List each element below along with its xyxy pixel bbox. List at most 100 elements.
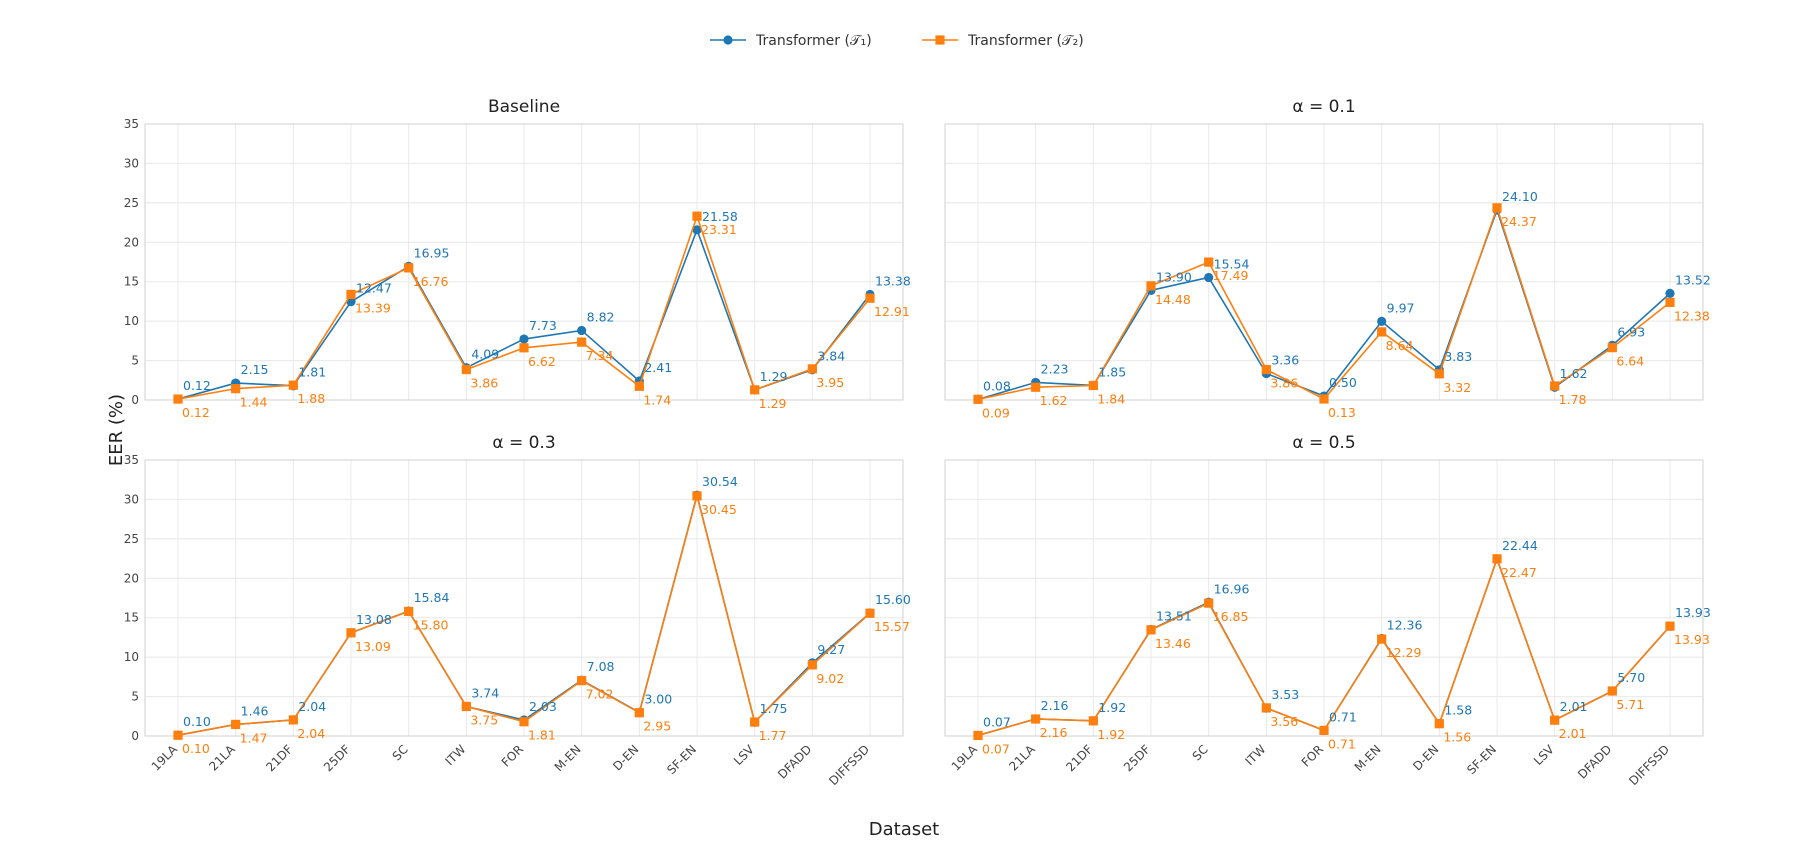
x-axis-label: Dataset (869, 819, 940, 840)
panel-frame (144, 123, 904, 401)
chart-panels: 0 5 10 15 20 25 30 35 Baseline 0.12 2.15 1.81 12.47 1… (124, 97, 1711, 788)
data-label-2-dfadd: 9.02 (816, 671, 844, 686)
data-label-1-19la: 0.07 (983, 714, 1011, 729)
data-label-1-25df: 12.47 (356, 281, 392, 296)
x-tick-label-m-en: M-EN (552, 742, 584, 774)
x-tick-label-25df: 25DF (1121, 742, 1153, 774)
data-label-2-21df: 2.04 (297, 726, 325, 741)
data-label-1-sf-en: 24.10 (1502, 189, 1538, 204)
point-2-sc (1204, 257, 1214, 267)
y-tick-label: 5 (131, 690, 139, 704)
data-label-1-sf-en: 22.44 (1502, 538, 1538, 553)
point-2-lsv (1550, 715, 1560, 725)
point-2-dfadd (807, 364, 817, 374)
data-label-2-lsv: 1.29 (759, 396, 787, 411)
data-label-1-dfadd: 9.27 (817, 642, 845, 657)
x-tick-label-19la: 19LA (949, 742, 981, 774)
y-axis-label: EER (%) (106, 394, 127, 466)
data-label-2-d-en: 1.56 (1443, 730, 1471, 745)
data-label-2-21df: 1.88 (297, 391, 325, 406)
data-label-1-25df: 13.90 (1156, 269, 1192, 284)
point-2-lsv (1550, 381, 1560, 391)
data-label-1-for: 2.03 (529, 699, 557, 714)
point-2-25df (346, 289, 356, 300)
point-1-sc (1204, 272, 1214, 283)
point-2-m-en (1377, 327, 1387, 337)
data-label-2-lsv: 1.78 (1559, 392, 1587, 407)
point-2-sc (404, 606, 414, 617)
point-2-21la (231, 719, 241, 730)
x-tick-label-21la: 21LA (206, 742, 238, 774)
data-label-2-21la: 1.62 (1040, 393, 1068, 408)
data-label-2-m-en: 7.02 (586, 687, 614, 702)
point-2-itw (1261, 364, 1271, 375)
legend-item-1: Transformer (𝒯₁) (710, 33, 872, 49)
point-2-19la (973, 730, 983, 741)
x-tick-label-diffssd: DIFFSSD (826, 742, 872, 788)
panel-2: α = 0.1 0.08 2.23 1.85 13.90 15.54 3.36 0.50 9.9… (944, 97, 1711, 420)
x-tick-label-d-en: D-EN (610, 742, 641, 773)
data-label-2-21la: 2.16 (1040, 725, 1068, 740)
data-label-2-for: 6.62 (528, 354, 556, 369)
data-label-1-for: 0.50 (1329, 375, 1357, 390)
data-label-2-dfadd: 3.95 (816, 375, 844, 390)
x-tick-label-sf-en: SF-EN (1464, 742, 1499, 777)
data-label-1-lsv: 2.01 (1560, 699, 1588, 714)
data-label-2-for: 0.71 (1328, 736, 1356, 751)
point-2-dfadd (1607, 343, 1617, 353)
y-tick-label: 20 (124, 235, 139, 249)
point-2-dfadd (1607, 686, 1617, 696)
data-label-2-21la: 1.44 (240, 395, 268, 410)
point-1-sf-en (692, 225, 702, 235)
point-2-25df (346, 628, 356, 638)
data-label-1-lsv: 1.75 (760, 701, 788, 716)
data-label-1-25df: 13.51 (1156, 608, 1192, 623)
data-label-1-sc: 15.54 (1214, 256, 1250, 271)
data-label-2-sf-en: 23.31 (701, 222, 737, 237)
data-label-1-itw: 3.53 (1271, 687, 1299, 702)
point-2-for (519, 717, 529, 727)
point-1-m-en (1377, 316, 1387, 326)
data-label-2-25df: 13.46 (1155, 636, 1191, 651)
data-label-1-itw: 3.36 (1271, 353, 1299, 368)
data-label-2-sc: 15.80 (413, 617, 449, 632)
data-label-1-m-en: 9.97 (1387, 300, 1415, 315)
data-label-1-19la: 0.08 (983, 378, 1011, 393)
x-tick-label-sc: SC (1190, 742, 1211, 763)
data-label-1-lsv: 1.62 (1560, 366, 1588, 381)
point-2-d-en (634, 708, 644, 718)
x-tick-label-m-en: M-EN (1352, 742, 1384, 774)
point-2-for (519, 343, 529, 353)
x-tick-label-dfadd: DFADD (775, 742, 814, 781)
data-label-2-for: 1.81 (528, 728, 556, 743)
data-label-2-m-en: 8.64 (1386, 338, 1414, 353)
point-2-21la (1031, 382, 1041, 392)
data-label-1-21df: 1.85 (1098, 364, 1126, 379)
data-label-2-dfadd: 6.64 (1616, 354, 1644, 369)
data-label-2-itw: 3.86 (470, 376, 498, 391)
data-label-2-21df: 1.92 (1097, 727, 1125, 742)
data-label-2-itw: 3.56 (1270, 714, 1298, 729)
data-label-2-lsv: 1.77 (759, 728, 787, 743)
point-1-m-en (577, 325, 587, 336)
data-label-1-d-en: 1.58 (1444, 703, 1472, 718)
data-label-2-sf-en: 22.47 (1501, 565, 1537, 580)
x-tick-label-for: FOR (499, 742, 526, 769)
point-2-21la (231, 384, 241, 394)
point-2-19la (173, 394, 183, 404)
point-2-m-en (577, 337, 587, 347)
data-label-2-19la: 0.07 (982, 741, 1010, 756)
data-label-1-21df: 1.81 (298, 365, 326, 380)
data-label-1-d-en: 3.00 (644, 691, 672, 706)
data-label-2-d-en: 3.32 (1443, 380, 1471, 395)
data-label-2-21df: 1.84 (1097, 391, 1125, 406)
point-1-diffssd (1665, 288, 1675, 298)
point-2-21df (288, 380, 298, 390)
data-label-1-21la: 2.16 (1041, 698, 1069, 713)
point-2-19la (173, 730, 183, 740)
data-label-1-21df: 2.04 (298, 699, 326, 714)
data-label-2-sc: 16.76 (413, 274, 449, 289)
data-label-1-lsv: 1.29 (760, 369, 788, 384)
panel-frame (944, 459, 1704, 737)
panel-1: 0 5 10 15 20 25 30 35 Baseline 0.12 2.15 1.81 12.47 1… (124, 97, 911, 420)
